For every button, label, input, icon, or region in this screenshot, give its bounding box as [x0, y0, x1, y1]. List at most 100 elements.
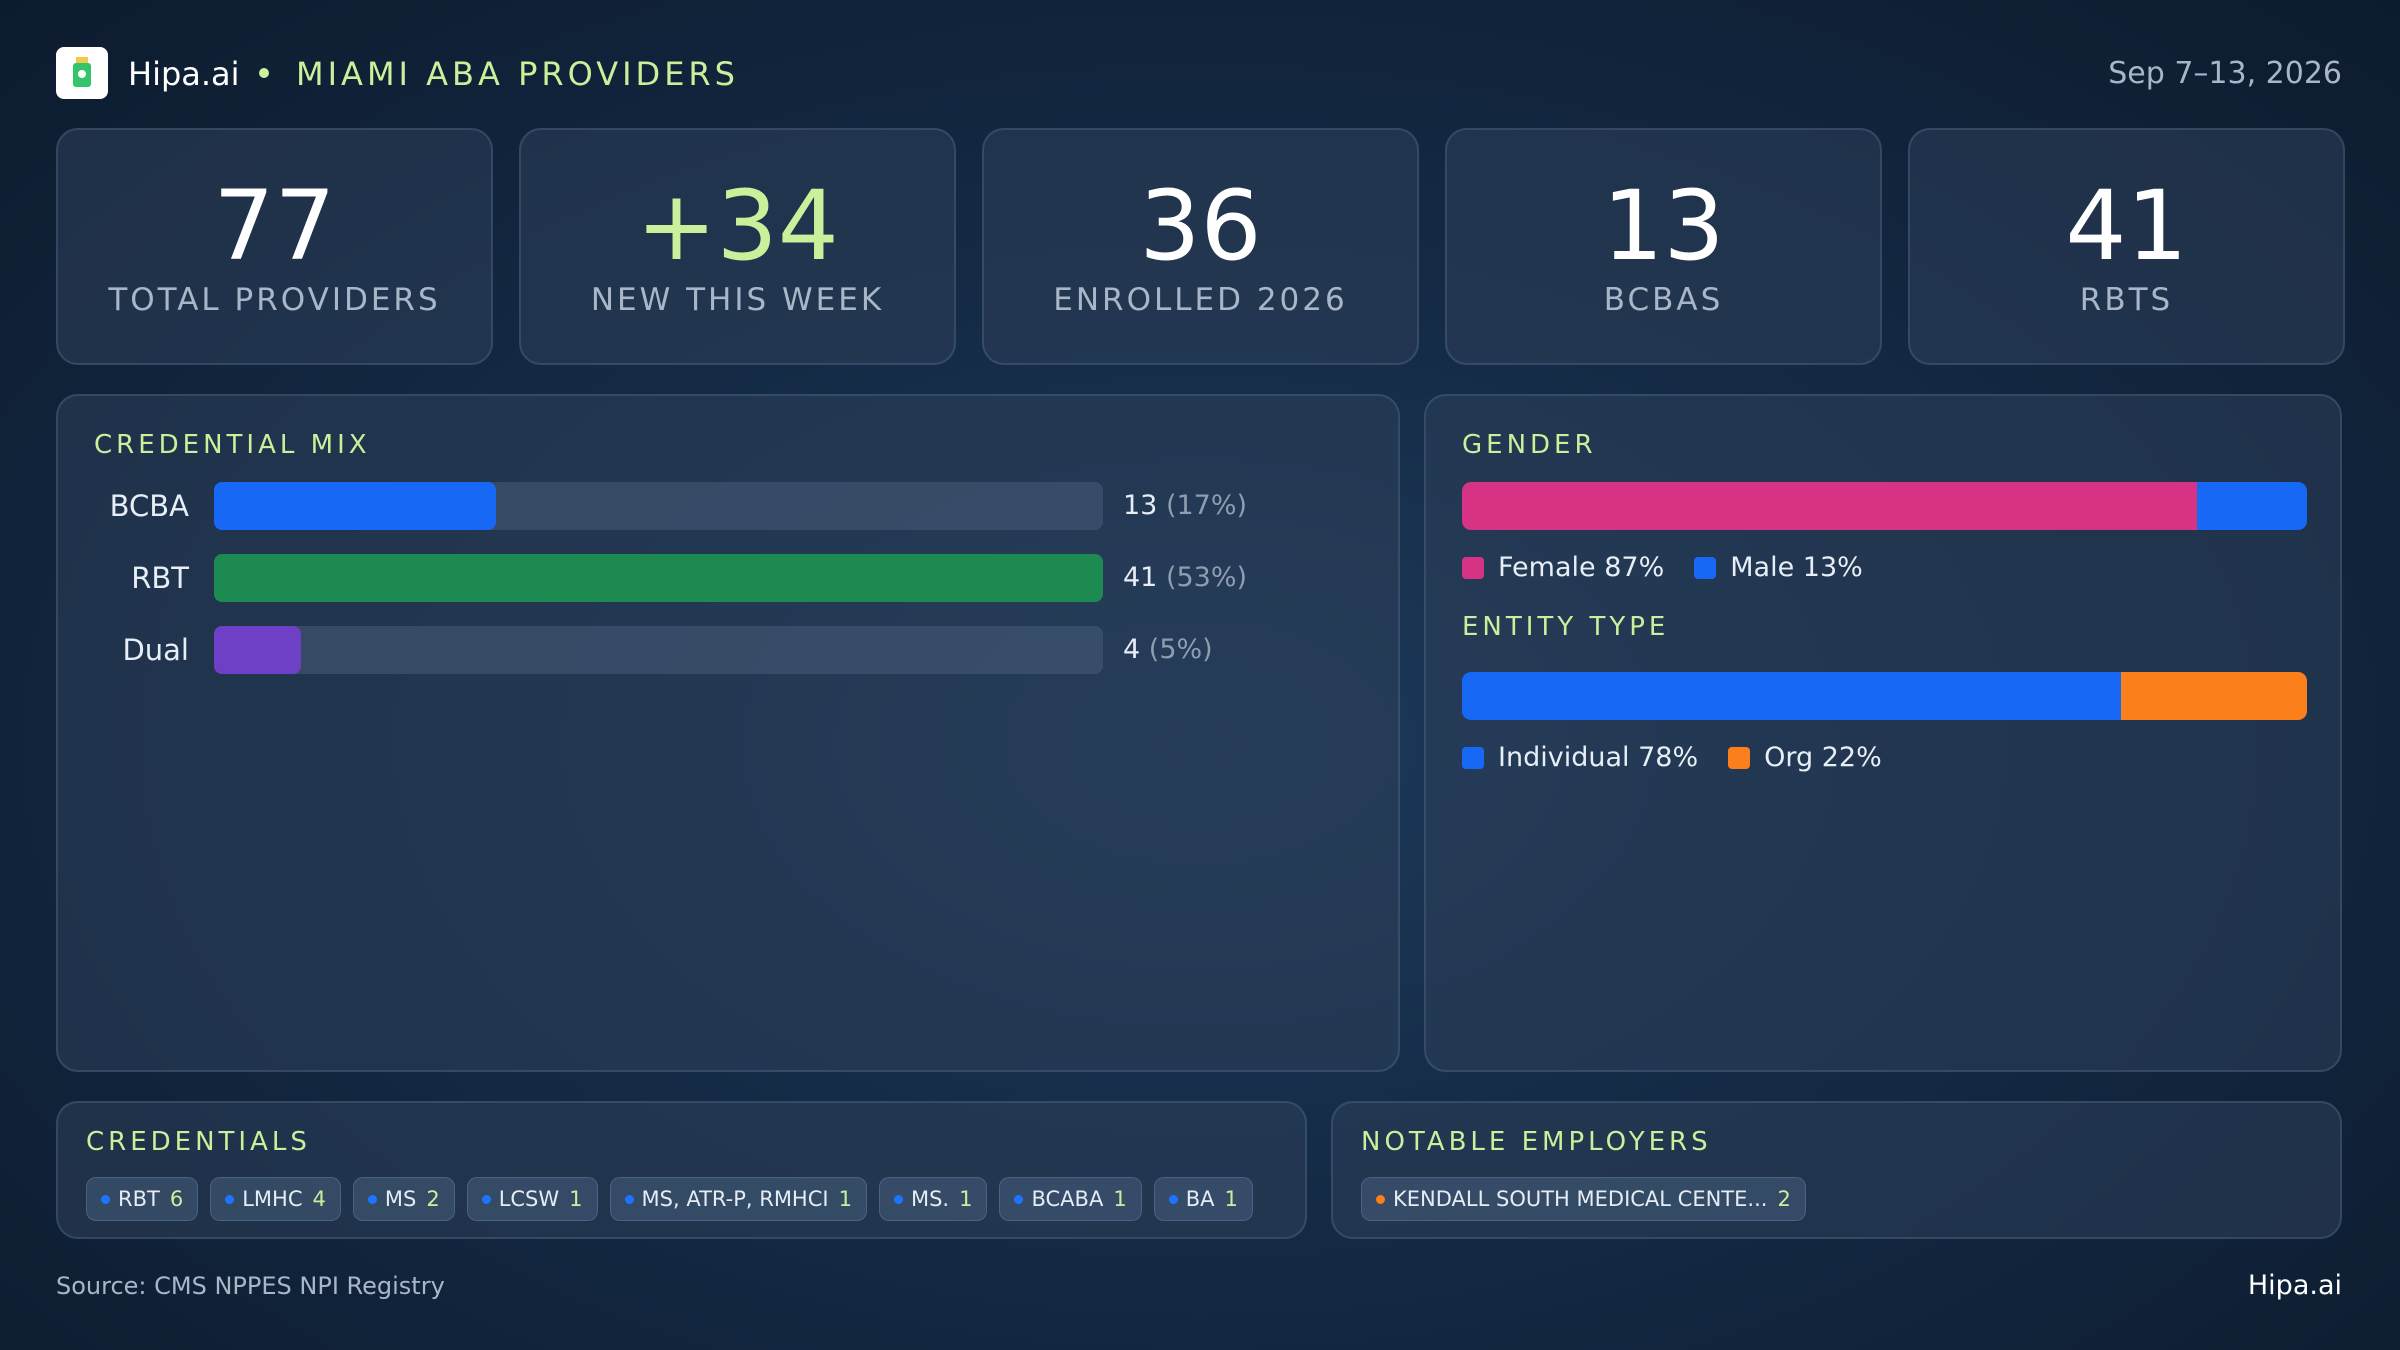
section-title: CREDENTIALS: [86, 1127, 311, 1157]
chip-dot: [101, 1194, 110, 1204]
kpi-value: 13: [1602, 170, 1725, 282]
bar-track: [214, 626, 1103, 674]
bar: [214, 554, 1103, 602]
bar-segment: [1462, 482, 2198, 530]
chip-count: 2: [426, 1187, 440, 1211]
bar-segment: [2197, 482, 2307, 530]
chip-count: 6: [169, 1187, 184, 1211]
chip-name: LCSW: [498, 1187, 560, 1211]
chip-count: 1: [959, 1187, 973, 1211]
chip-name: MS, ATR-P, RMHCI: [641, 1187, 829, 1211]
legend-swatch: [1462, 746, 1484, 769]
chip-list: RBT 6 LMHC 4 MS 2 LCSW 1 MS, ATR-P, RMHCI 1 MS. 1 BC…: [86, 1177, 1265, 1221]
legend-value: 22%: [1821, 742, 1882, 773]
chip-dot: [1014, 1194, 1024, 1204]
chip-dot: [481, 1194, 491, 1204]
kpi-value: +34: [636, 170, 839, 282]
legend-value: 13%: [1802, 552, 1863, 583]
value-label: 13 (17%): [1123, 490, 1247, 521]
legend-swatch: [1462, 556, 1484, 579]
chip: MS, ATR-P, RMHCI 1: [609, 1177, 867, 1221]
chip: LCSW 1: [466, 1177, 598, 1221]
chip-dot: [367, 1194, 377, 1204]
employers-panel: NOTABLE EMPLOYERS KENDALL SOUTH MEDICAL …: [1331, 1101, 2342, 1239]
chip: LMHC 4: [210, 1177, 341, 1221]
category-label: BCBA: [109, 489, 189, 523]
brand: Hipa.ai: [128, 55, 240, 93]
kpi-card: 41 RBTS: [1908, 128, 2345, 365]
section-title: NOTABLE EMPLOYERS: [1361, 1127, 1712, 1157]
category-label: Dual: [122, 633, 189, 667]
bar-frame: [1462, 482, 2307, 530]
kpi-card: +34 NEW THIS WEEK: [519, 128, 956, 365]
category-label: RBT: [131, 561, 189, 595]
chip-count: 2: [1777, 1187, 1791, 1211]
legend-value: 87%: [1604, 552, 1665, 583]
value: 41: [1123, 562, 1158, 593]
legend: Individual 78% Org 22%: [1462, 742, 1912, 773]
section-title: GENDER: [1462, 430, 1597, 460]
kpi-value: 77: [213, 170, 336, 282]
chip: MS 2: [352, 1177, 455, 1221]
chip-dot: [624, 1194, 634, 1204]
separator: [259, 68, 269, 78]
legend: Female 87% Male 13%: [1462, 552, 1893, 583]
chip-name: LMHC: [242, 1187, 303, 1211]
chip-name: KENDALL SOUTH MEDICAL CENTE...: [1393, 1187, 1768, 1211]
kpi-label: BCBAS: [1603, 282, 1724, 318]
legend-name: Male: [1730, 552, 1795, 583]
legend-name: Org: [1764, 742, 1814, 773]
kpi-card: 36 ENROLLED 2026: [982, 128, 1419, 365]
source: Source: CMS NPPES NPI Registry: [56, 1272, 445, 1300]
legend-name: Individual: [1498, 742, 1630, 773]
chip-name: RBT: [118, 1187, 160, 1211]
chip-list: KENDALL SOUTH MEDICAL CENTE... 2: [1361, 1177, 1818, 1221]
footer-brand: Hipa.ai: [2247, 1270, 2342, 1301]
kpi-label: TOTAL PROVIDERS: [108, 282, 441, 318]
value-label: 41 (53%): [1123, 562, 1247, 593]
kpi-value: 41: [2065, 170, 2188, 282]
section-title: CREDENTIAL MIX: [94, 430, 371, 460]
chip-dot: [1168, 1194, 1178, 1204]
kpi-label: RBTS: [2079, 282, 2174, 318]
chip-count: 1: [838, 1187, 852, 1211]
bar: [214, 482, 496, 530]
demographics-panel: GENDER Female 87% Male 13% ENTITY TYPE In…: [1424, 394, 2342, 1072]
bar: [214, 626, 301, 674]
kpi-label: NEW THIS WEEK: [590, 282, 885, 318]
kpi-card: 77 TOTAL PROVIDERS: [56, 128, 493, 365]
section-title: ENTITY TYPE: [1462, 612, 1670, 642]
chip-name: BCABA: [1031, 1187, 1104, 1211]
legend-name: Female: [1498, 552, 1596, 583]
chip-name: MS: [384, 1187, 417, 1211]
share: (53%): [1165, 562, 1248, 593]
legend-item: Individual 78%: [1462, 742, 1698, 773]
credentials-panel: CREDENTIALS RBT 6 LMHC 4 MS 2 LCSW 1 MS, ATR-P, …: [56, 1101, 1307, 1239]
legend-item: Male 13%: [1694, 552, 1863, 583]
bar-frame: [1462, 672, 2307, 720]
legend-value: 78%: [1638, 742, 1699, 773]
chip: BCABA 1: [999, 1177, 1142, 1221]
chip-dot: [1376, 1194, 1385, 1204]
kpi-card: 13 BCBAS: [1445, 128, 1882, 365]
legend-item: Female 87%: [1462, 552, 1664, 583]
legend-swatch: [1728, 746, 1751, 769]
value: 4: [1123, 634, 1141, 665]
logo-icon: [73, 57, 91, 87]
kpi-label: ENROLLED 2026: [1053, 282, 1348, 318]
chip: KENDALL SOUTH MEDICAL CENTE... 2: [1361, 1177, 1806, 1221]
legend-swatch: [1694, 556, 1717, 579]
chip-name: MS.: [910, 1187, 950, 1211]
chip-dot: [225, 1194, 235, 1204]
chip-count: 1: [1224, 1187, 1238, 1211]
chip-dot: [893, 1194, 903, 1204]
chip-count: 1: [569, 1187, 583, 1211]
kpi-value: 36: [1139, 170, 1262, 282]
bar-segment: [1462, 672, 2122, 720]
value: 13: [1123, 490, 1158, 521]
chip-count: 4: [312, 1187, 326, 1211]
date: Sep 7–13, 2026: [2108, 56, 2342, 91]
chip: BA 1: [1153, 1177, 1253, 1221]
logo: [56, 47, 108, 99]
